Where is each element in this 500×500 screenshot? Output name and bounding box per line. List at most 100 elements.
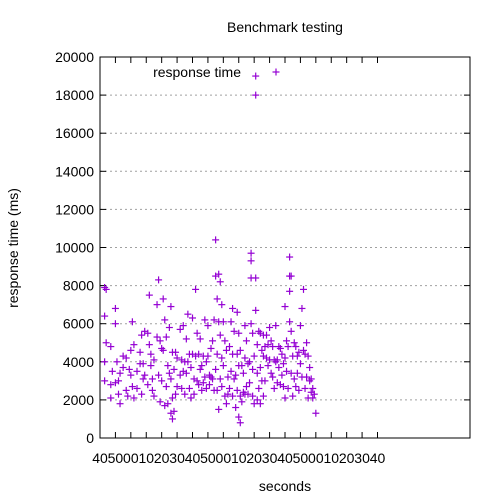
data-point [155,371,163,379]
data-point [275,364,283,372]
y-tick-label: 4000 [63,354,94,370]
x-tick-label: 20 [246,450,262,466]
data-point [108,367,116,375]
data-point [159,295,167,303]
data-point [304,352,312,360]
data-point [287,272,295,280]
y-tick-label: 8000 [63,278,94,294]
data-point [218,383,226,391]
data-point [107,394,115,402]
data-point [172,390,180,398]
data-point [124,392,132,400]
x-tick-label: 50 [108,450,124,466]
data-point [185,384,193,392]
data-point [252,274,260,282]
data-point [222,346,230,354]
data-point [229,304,237,312]
y-tick-label: 12000 [55,201,94,217]
x-tick-label: 10 [138,450,154,466]
data-point [295,348,303,356]
data-point [293,369,301,377]
y-tick-label: 20000 [55,49,94,65]
data-point [101,377,109,385]
data-point [147,362,155,370]
data-point [272,322,280,330]
data-point [306,364,314,372]
data-point [184,310,192,318]
chart-title: Benchmark testing [227,19,343,35]
data-point [296,322,304,330]
data-point [187,364,195,372]
data-point [168,415,176,423]
data-point [101,358,109,366]
data-point [227,318,235,326]
data-point [218,301,226,309]
data-point [176,325,184,333]
data-point [116,400,124,408]
data-point [178,384,186,392]
y-tick-label: 6000 [63,316,94,332]
data-point [258,346,266,354]
data-point [210,316,218,324]
data-point [162,383,170,391]
data-point [236,392,244,400]
data-point [111,304,119,312]
data-point [209,337,217,345]
data-point [182,369,190,377]
data-point [219,362,227,370]
data-point [241,322,249,330]
data-point [158,377,166,385]
data-point [173,354,181,362]
data-point [270,384,278,392]
data-point [212,365,220,373]
data-point [133,367,141,375]
data-point [122,386,130,394]
data-point [226,384,233,392]
x-tick-label: 20 [154,450,170,466]
data-point [249,365,257,373]
data-point [233,308,241,316]
data-point [269,343,277,351]
y-axis-label: response time (ms) [5,188,21,308]
data-point [287,369,295,377]
data-point [172,348,180,356]
data-point [213,350,221,358]
data-point [227,367,235,375]
legend: response time [153,64,280,80]
data-point [165,369,173,377]
data-point [307,375,315,383]
data-point [202,384,210,392]
data-point [201,316,209,324]
data-point [130,394,138,402]
x-tick-label: 30 [262,450,278,466]
data-point [242,337,250,345]
data-point [250,352,258,360]
data-point [281,354,289,362]
data-point [195,350,203,358]
data-point [115,390,122,398]
data-point [284,343,292,351]
gridlines [100,94,470,401]
data-point [215,270,223,278]
data-point [184,358,192,366]
data-point [159,346,167,354]
data-point [205,381,213,389]
x-axis-label: seconds [259,478,311,494]
y-tick-label: 0 [86,430,94,446]
data-point [107,343,115,351]
data-point [150,356,158,364]
data-point [133,384,141,392]
data-point [182,335,190,343]
data-point [290,339,298,347]
axis-ticks: 0200040006000800010000120001400016000180… [55,49,470,466]
x-tick-label: 50 [200,450,216,466]
legend-marker [272,68,280,76]
data-point [281,394,289,402]
data-point [286,287,294,295]
data-point [212,236,220,244]
data-point [199,379,207,387]
data-point [168,394,176,402]
data-point [150,392,158,400]
data-point [235,329,243,337]
